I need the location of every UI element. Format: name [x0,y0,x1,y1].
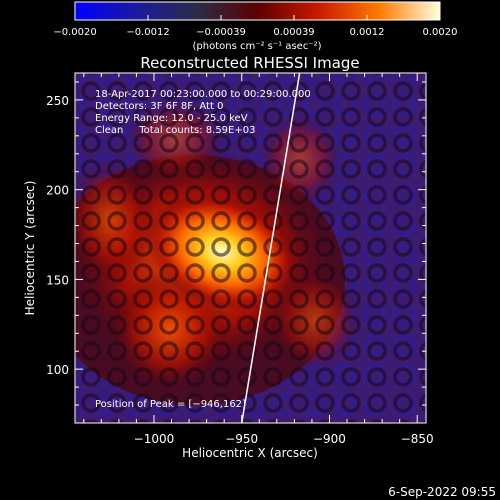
limb-line [240,73,301,423]
x-tick-label: −1000 [134,432,175,446]
colorbar-tick-label: 0.00039 [273,27,314,38]
y-tick-label: 100 [46,363,69,377]
peak-position-label: Position of Peak = [−946,162] [95,399,246,410]
colorbar-strip [74,1,441,21]
plot-frame [74,72,427,424]
colorbar-ticks: −0.0020 −0.0012 −0.00039 0.00039 0.0012 0.002… [53,15,458,38]
footer-timestamp: 6-Sep-2022 09:55 [388,485,496,499]
heatmap-image [75,73,426,423]
y-axis: 100 150 200 250 [46,81,426,406]
colorbar-units: (photons cm⁻² s⁻¹ asec⁻²) [192,41,321,52]
y-tick-label: 200 [46,184,69,198]
colorbar: −0.0020 −0.0012 −0.00039 0.00039 0.0012 0.002… [53,1,458,52]
annotations: 18-Apr-2017 00:23:00.000 to 00:29:00.000… [95,89,311,410]
x-axis-label: Heliocentric X (arcsec) [182,446,318,460]
x-tick-label: −900 [313,432,346,446]
x-axis: −1000 −950 −900 −850 [83,73,434,446]
annotation-detectors: Detectors: 3F 6F 8F, Att 0 [95,101,223,112]
x-tick-label: −950 [225,432,258,446]
colorbar-tick-label: −0.0020 [53,27,96,38]
colorbar-tick-label: 0.0020 [423,27,458,38]
heatmap-ring-texture [75,73,426,423]
annotation-energy-range: Energy Range: 12.0 - 25.0 keV [95,113,248,124]
x-tick-label: −850 [401,432,434,446]
y-tick-label: 150 [46,273,69,287]
annotation-time-range: 18-Apr-2017 00:23:00.000 to 00:29:00.000 [95,89,311,100]
colorbar-tick-label: −0.00039 [196,27,246,38]
y-tick-label: 250 [46,94,69,108]
colorbar-tick-label: 0.0012 [350,27,385,38]
annotation-clean-counts: Clean Total counts: 8.59E+03 [95,125,255,136]
y-axis-label: Heliocentric Y (arcsec) [23,181,37,316]
chart-title: Reconstructed RHESSI Image [140,54,359,72]
colorbar-tick-label: −0.0012 [126,27,169,38]
